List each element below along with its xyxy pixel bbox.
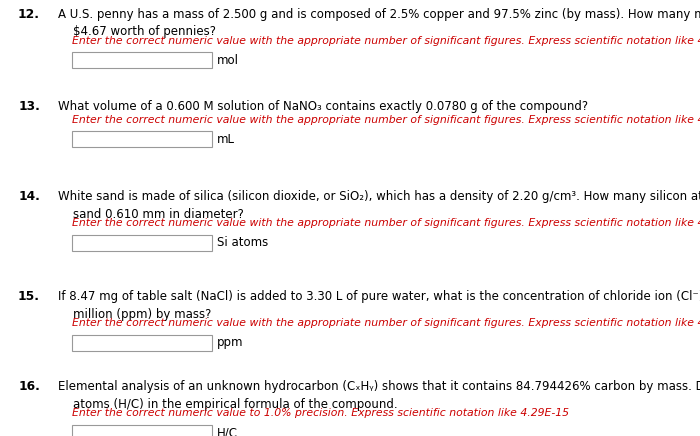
Bar (72, 425, 212, 436)
Text: Elemental analysis of an unknown hydrocarbon (CₓHᵧ) shows that it contains 84.79: Elemental analysis of an unknown hydroca… (58, 380, 700, 411)
Text: Enter the correct numeric value to 1.0% precision. Express scientific notation l: Enter the correct numeric value to 1.0% … (72, 408, 569, 418)
Text: 15.: 15. (18, 290, 40, 303)
Bar (72, 334, 212, 351)
Text: Enter the correct numeric value with the appropriate number of significant figur: Enter the correct numeric value with the… (72, 218, 700, 228)
Text: Si atoms: Si atoms (217, 236, 268, 249)
Text: 13.: 13. (18, 100, 40, 113)
Text: If 8.47 mg of table salt (NaCl) is added to 3.30 L of pure water, what is the co: If 8.47 mg of table salt (NaCl) is added… (58, 290, 700, 320)
Text: mol: mol (217, 54, 239, 67)
Text: A U.S. penny has a mass of 2.500 g and is composed of 2.5% copper and 97.5% zinc: A U.S. penny has a mass of 2.500 g and i… (58, 8, 700, 38)
Text: Enter the correct numeric value with the appropriate number of significant figur: Enter the correct numeric value with the… (72, 36, 700, 46)
Text: Enter the correct numeric value with the appropriate number of significant figur: Enter the correct numeric value with the… (72, 318, 700, 328)
Text: White sand is made of silica (silicon dioxide, or SiO₂), which has a density of : White sand is made of silica (silicon di… (58, 190, 700, 221)
Bar (72, 131, 212, 147)
Text: mL: mL (217, 133, 235, 146)
Bar (72, 52, 212, 68)
Text: What volume of a 0.600 M solution of NaNO₃ contains exactly 0.0780 g of the comp: What volume of a 0.600 M solution of NaN… (58, 100, 588, 113)
Text: Enter the correct numeric value with the appropriate number of significant figur: Enter the correct numeric value with the… (72, 115, 700, 125)
Text: 14.: 14. (18, 190, 40, 203)
Text: 16.: 16. (18, 380, 40, 393)
Text: H/C: H/C (217, 426, 238, 436)
Text: 12.: 12. (18, 8, 40, 21)
Bar (72, 235, 212, 251)
Text: ppm: ppm (217, 336, 244, 349)
